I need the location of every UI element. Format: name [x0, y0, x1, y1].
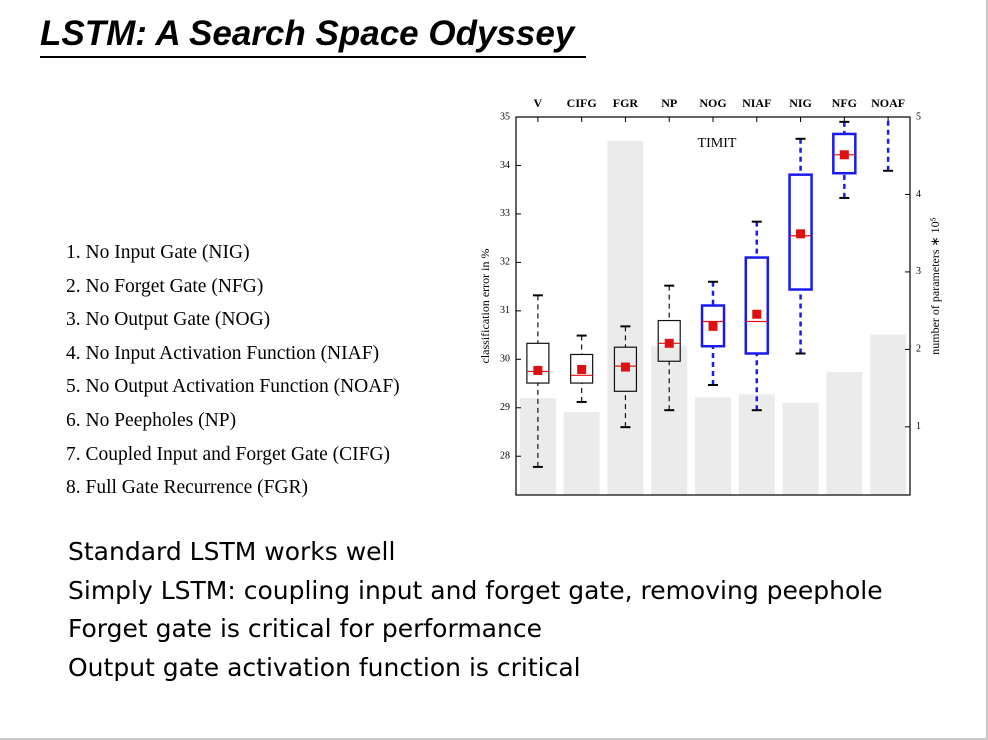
note-line: Output gate activation function is criti…	[68, 652, 581, 682]
box	[832, 132, 857, 175]
y-tick-label: 32	[500, 257, 510, 268]
parameter-bar	[607, 141, 644, 495]
x-tick-label: FGR	[613, 96, 639, 110]
mean-marker	[620, 362, 630, 372]
parameter-bar	[651, 346, 688, 495]
mean-marker	[839, 150, 849, 160]
variant-item: 2. No Forget Gate (NFG)	[66, 275, 264, 297]
y2-tick-label: 2	[916, 344, 921, 355]
y-axis-label: classification error in %	[478, 249, 492, 364]
variant-item: 3. No Output Gate (NOG)	[66, 309, 271, 331]
annotation: TIMIT	[698, 136, 737, 151]
parameter-bar	[563, 412, 600, 495]
variant-item: 8. Full Gate Recurrence (FGR)	[66, 477, 309, 499]
y2-axis-label: number of parameters ∗ 10⁵	[928, 217, 942, 355]
mean-marker	[708, 321, 718, 331]
parameter-bar	[826, 371, 863, 495]
x-tick-label: NIAF	[742, 96, 771, 110]
y-tick-label: 31	[500, 305, 510, 316]
x-tick-label: NP	[661, 96, 677, 110]
x-tick-label: NOAF	[871, 96, 905, 110]
x-tick-label: NFG	[832, 96, 857, 110]
parameter-bar	[870, 334, 907, 495]
variant-item: 6. No Peepholes (NP)	[66, 409, 237, 431]
note-line: Standard LSTM works well	[68, 537, 396, 566]
variant-item: 4. No Input Activation Function (NIAF)	[66, 342, 380, 364]
note-line: Forget gate is critical for performance	[68, 614, 542, 643]
y-tick-label: 34	[500, 160, 510, 171]
mean-marker	[752, 309, 762, 319]
box	[788, 173, 813, 291]
x-tick-label: V	[534, 96, 543, 110]
y-tick-label: 33	[500, 208, 510, 219]
mean-marker	[577, 364, 587, 374]
y-tick-label: 30	[500, 354, 510, 365]
parameter-bar	[782, 402, 819, 495]
y-tick-label: 28	[500, 451, 510, 462]
x-tick-label: NOG	[699, 96, 726, 110]
variant-list: 1. No Input Gate (NIG) 2. No Forget Gate …	[66, 236, 400, 505]
mean-marker	[664, 338, 674, 348]
box	[700, 304, 726, 348]
note-line: Simply LSTM: coupling input and forget g…	[68, 575, 883, 605]
y2-tick-label: 4	[916, 189, 921, 200]
mean-marker	[796, 229, 806, 239]
box	[570, 353, 594, 384]
notes: Standard LSTM works well Simply LSTM: cou…	[68, 533, 883, 687]
slide-title: LSTM: A Search Space Odyssey	[40, 12, 587, 58]
y-tick-label: 29	[500, 402, 510, 413]
x-tick-label: NIG	[789, 96, 812, 110]
y2-tick-label: 3	[916, 266, 921, 277]
variant-item: 7. Coupled Input and Forget Gate (CIFG)	[66, 443, 391, 465]
y-tick-label: 35	[500, 111, 510, 122]
box	[744, 256, 770, 355]
variant-item: 5. No Output Activation Function (NOAF)	[66, 376, 400, 398]
mean-marker	[533, 365, 543, 375]
box	[613, 346, 638, 392]
variant-item: 1. No Input Gate (NIG)	[66, 242, 250, 263]
y2-tick-label: 5	[916, 111, 921, 122]
x-tick-label: CIFG	[567, 96, 597, 110]
box	[657, 319, 681, 362]
y2-tick-label: 1	[916, 421, 921, 432]
parameter-bar	[695, 397, 731, 495]
box	[526, 342, 550, 384]
